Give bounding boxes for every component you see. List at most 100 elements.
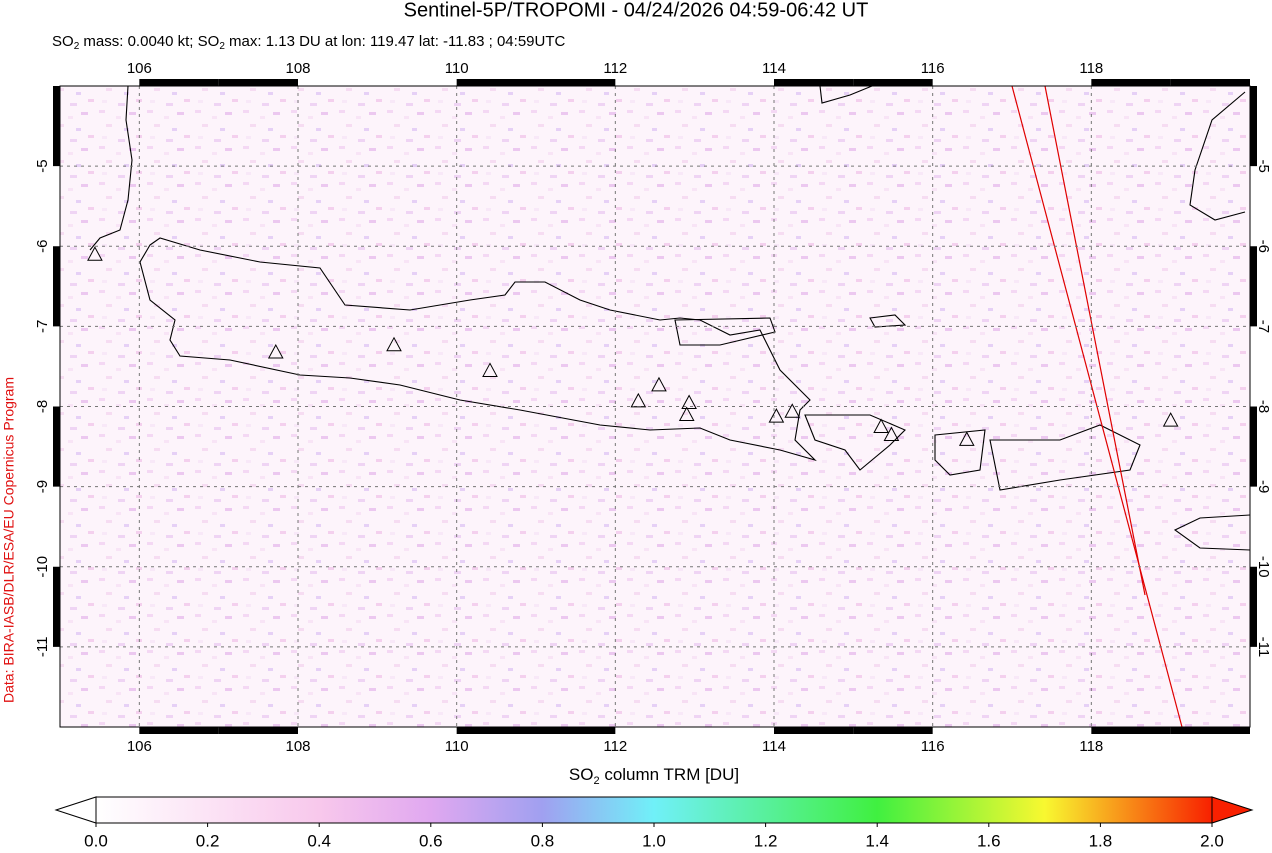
swath-edge: [1044, 85, 1146, 596]
y-tick-label: -9: [34, 480, 51, 493]
colorbar-tick-label: 0.8: [531, 831, 555, 850]
frame-bar: [218, 727, 298, 734]
coastlines: [89, 85, 1251, 551]
x-tick-label: 108: [285, 738, 310, 755]
volcano: [873, 418, 889, 434]
colorbar-high-arrow: [1211, 796, 1254, 824]
subtitle: SO2 mass: 0.0040 kt; SO2 max: 1.13 DU at…: [52, 33, 566, 52]
frame-bar: [456, 79, 536, 86]
frame-bar: [774, 727, 854, 734]
colorbar-tick-label: 1.6: [977, 831, 1001, 850]
coastline: [804, 414, 906, 471]
y-tick-label: -8: [1255, 400, 1272, 413]
frame-bar: [456, 727, 536, 734]
volcano: [883, 426, 900, 442]
x-tick-label: 116: [921, 60, 945, 77]
colorbar-tick-label: 1.0: [642, 831, 666, 850]
y-tick-label: -7: [34, 320, 51, 333]
subtitle-part: 2: [74, 41, 80, 52]
coastline: [139, 237, 817, 462]
y-tick-label: -8: [34, 400, 51, 413]
frame-bar: [1091, 727, 1171, 734]
coastline: [869, 314, 907, 328]
colorbar-low-arrow: [54, 796, 97, 824]
y-tick-label: -10: [34, 556, 51, 578]
volcano: [1162, 412, 1179, 427]
frame-bar: [853, 79, 933, 86]
frame-bar: [774, 79, 854, 86]
frame-bar: [53, 566, 60, 647]
volcano: [386, 336, 402, 352]
x-tick-label: 110: [445, 60, 469, 77]
y-tick-label: -5: [1255, 159, 1272, 172]
volcano: [630, 392, 647, 408]
frame-bar: [1170, 727, 1250, 734]
volcano: [784, 403, 801, 418]
x-tick-label: 114: [762, 60, 786, 77]
colorbar-gradient: [95, 796, 1213, 824]
x-tick-label: 118: [1079, 738, 1103, 755]
colorbar-tick-label: 0.2: [196, 831, 220, 850]
x-tick-label: 118: [1079, 60, 1103, 77]
y-tick-label: -11: [34, 637, 51, 658]
coastline: [934, 429, 986, 476]
frame-bar: [853, 727, 933, 734]
coastline: [89, 85, 133, 251]
volcano: [681, 394, 697, 409]
frame-bar: [1250, 566, 1257, 647]
frame-bar: [139, 727, 219, 734]
frame-bar: [53, 86, 60, 167]
frame-bar: [536, 727, 616, 734]
subtitle-part: 2: [219, 41, 225, 52]
frame-bar: [1250, 86, 1257, 167]
frame-bar: [218, 79, 298, 86]
coastline: [674, 317, 776, 346]
volcano: [651, 376, 667, 392]
colorbar-tick-label: 2.0: [1200, 831, 1224, 850]
x-tick-label: 106: [127, 738, 152, 755]
y-tick-label: -5: [34, 159, 51, 172]
colorbar-tick-label: 0.6: [419, 831, 443, 850]
y-tick-label: -9: [1255, 480, 1272, 493]
side-note: Data: BIRA-IASB/DLR/ESA/EU Copernicus Pr…: [1, 377, 17, 703]
x-tick-label: 108: [285, 60, 310, 77]
title: Sentinel-5P/TROPOMI - 04/24/2026 04:59-0…: [404, 0, 869, 21]
coastline: [1173, 514, 1251, 551]
x-tick-label: 114: [762, 738, 786, 755]
colorbar-tick-label: 0.4: [307, 831, 331, 850]
colorbar-tick-label: 1.2: [754, 831, 778, 850]
volcano: [958, 431, 975, 446]
colorbar-tick-label: 0.0: [84, 831, 108, 850]
x-tick-label: 106: [127, 60, 152, 77]
frame-bar: [139, 79, 219, 86]
colorbar-tick-label: 1.4: [865, 831, 889, 850]
volcano: [768, 408, 785, 423]
frame-bar: [1170, 79, 1250, 86]
coastline: [819, 85, 873, 104]
volcano: [87, 246, 103, 261]
y-tick-label: -6: [1255, 240, 1272, 253]
subtitle-part: max: 1.13 DU at lon: 119.47 lat: -11.83 …: [225, 33, 566, 50]
colorbar-label-part: SO: [569, 765, 594, 784]
frame-bar: [536, 79, 616, 86]
colorbar-tick-label: 1.8: [1089, 831, 1113, 850]
colorbar-label-part: column TRM [DU]: [600, 765, 740, 784]
y-tick-label: -11: [1255, 637, 1272, 658]
y-tick-label: -7: [1255, 320, 1272, 333]
coastline: [1189, 91, 1246, 221]
subtitle-part: mass: 0.0040 kt; SO: [79, 33, 219, 50]
frame-bar: [1250, 246, 1257, 327]
subtitle-part: SO: [52, 33, 74, 50]
y-tick-label: -6: [34, 240, 51, 253]
y-tick-label: -10: [1255, 556, 1272, 578]
x-tick-label: 110: [445, 738, 469, 755]
frame-bar: [53, 246, 60, 327]
x-tick-label: 116: [921, 738, 945, 755]
colorbar-label-part: 2: [593, 775, 599, 787]
volcano: [267, 343, 284, 359]
frame-bar: [1091, 79, 1171, 86]
frame-bar: [1250, 406, 1257, 487]
colorbar: SO2 column TRM [DU]: [54, 765, 1254, 824]
